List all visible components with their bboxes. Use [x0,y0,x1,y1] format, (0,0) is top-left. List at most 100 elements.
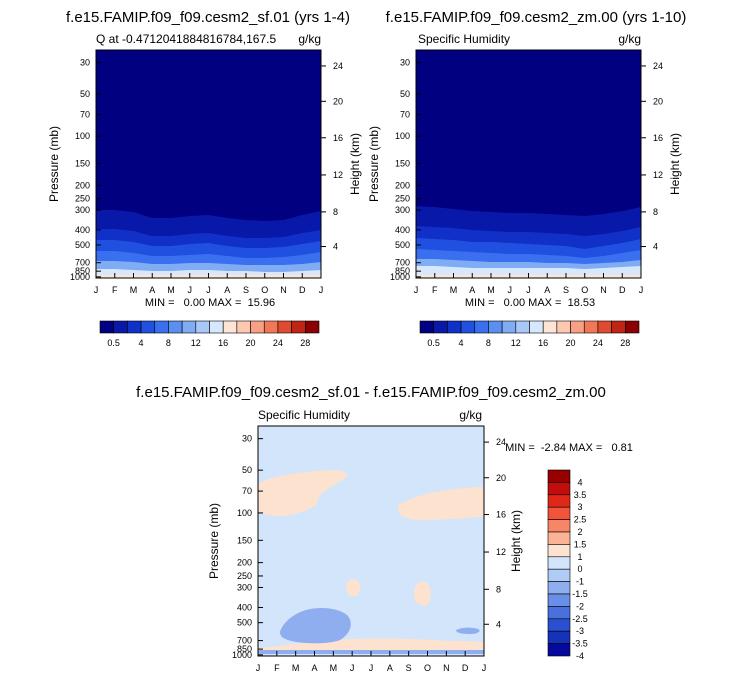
height-tick-label: 24 [333,61,343,71]
pressure-tick-label: 100 [75,131,90,141]
month-tick-label: D [299,285,306,295]
colorbar-swatch [597,320,612,334]
colorbar-swatch [625,320,640,334]
colorbar-label: 12 [191,338,201,348]
height-tick-label: 8 [496,584,501,594]
month-tick-label: M [130,285,138,295]
panel-a-ylabel: Pressure (mb) [47,126,61,202]
month-tick-label: M [450,285,458,295]
panel-b-subtitle-right: g/kg [618,32,641,46]
panel-c-title: f.e15.FAMIP.f09_f09.cesm2_sf.01 - f.e15.… [136,384,606,401]
height-tick-label: 12 [333,170,343,180]
month-tick-label: J [482,663,487,673]
month-tick-label: O [581,285,588,295]
colorbar-swatch [570,320,585,334]
pressure-tick-label: 500 [75,240,90,250]
colorbar-label: 4 [139,338,144,348]
pressure-tick-label: 50 [400,89,410,99]
pressure-tick-label: 200 [395,180,410,190]
height-tick-label: 16 [333,133,343,143]
colorbar-label: 4 [459,338,464,348]
colorbar-label: -2.5 [572,614,588,624]
colorbar-swatch [154,320,169,334]
month-tick-label: A [149,285,155,295]
panel-a-contour-bands [96,210,321,278]
colorbar-label: 3 [577,502,582,512]
pressure-tick-label: 70 [80,110,90,120]
panel-c-plot-area [258,426,484,656]
panel-zm-absolute: f.e15.FAMIP.f09_f09.cesm2_zm.00 (yrs 1-1… [367,9,686,348]
colorbar-swatch [547,568,571,582]
panel-b-height-axis: 24 20 16 12 8 4 [641,61,663,252]
colorbar-swatch [547,618,571,632]
month-tick-label: J [508,285,513,295]
height-tick-label: 20 [496,473,506,483]
colorbar-swatch [547,482,571,496]
colorbar-label: -3 [576,626,584,636]
month-tick-label: J [256,663,261,673]
colorbar-swatch [547,643,571,657]
colorbar-swatch [140,320,156,334]
warm-patch-mid-small [346,579,361,597]
panel-a-stats: MIN = 0.00 MAX = 15.96 [145,297,275,309]
panel-c-colorbar: 4 3.5 3 2.5 2 1.5 1 0 -1 -1.5 -2 -2.5 -3 -3.5 -4 [547,469,588,661]
month-tick-label: F [432,285,438,295]
colorbar-swatch [488,320,503,334]
pressure-tick-label: 250 [75,194,90,204]
height-tick-label: 4 [496,619,501,629]
panel-c-subtitle-right: g/kg [459,408,482,422]
cool-patch-lower-left [280,608,351,644]
month-tick-label: J [414,285,419,295]
height-tick-label: 24 [653,61,663,71]
colorbar-swatch [547,506,571,520]
colorbar-label: 0.5 [107,338,120,348]
colorbar-swatch [447,320,462,334]
month-tick-label: N [443,663,450,673]
pressure-tick-label: 300 [237,582,252,592]
panel-b-subtitle-left: Specific Humidity [418,32,510,46]
colorbar-swatch [291,320,306,334]
colorbar-label: -2 [576,601,584,611]
pressure-tick-label: 70 [242,486,252,496]
pressure-tick-label: 1000 [390,272,410,282]
month-tick-label: J [350,663,355,673]
colorbar-label: -4 [576,651,584,661]
month-tick-label: J [639,285,644,295]
pressure-tick-label: 700 [237,636,252,646]
colorbar-swatch [547,593,571,607]
height-tick-label: 8 [333,207,338,217]
panel-a-height-axis: 24 20 16 12 8 4 [321,61,343,252]
month-tick-label: J [369,663,374,673]
panel-b-ylabel: Pressure (mb) [367,126,381,202]
pressure-tick-label: 250 [395,194,410,204]
panel-c-subtitle-left: Specific Humidity [258,408,350,422]
height-tick-label: 12 [496,547,506,557]
pressure-tick-label: 1000 [70,272,90,282]
month-tick-label: O [424,663,431,673]
colorbar-swatch [547,581,571,595]
pressure-tick-label: 150 [75,158,90,168]
pressure-tick-label: 400 [395,225,410,235]
month-tick-label: S [406,663,412,673]
height-tick-label: 20 [333,96,343,106]
month-tick-label: J [526,285,531,295]
month-tick-label: M [167,285,175,295]
month-tick-label: J [94,285,99,295]
colorbar-swatch [547,519,571,533]
height-tick-label: 16 [496,510,506,520]
colorbar-swatch [474,320,489,334]
pressure-tick-label: 400 [75,225,90,235]
colorbar-label: 0.5 [427,338,440,348]
colorbar-swatch [181,320,197,334]
pressure-tick-label: 500 [395,240,410,250]
colorbar-label: 28 [300,338,310,348]
month-tick-label: J [319,285,324,295]
colorbar-label: -1.5 [572,589,588,599]
colorbar-label: 16 [218,338,228,348]
pressure-tick-label: 500 [237,618,252,628]
height-tick-label: 4 [653,242,658,252]
pressure-tick-label: 200 [75,180,90,190]
